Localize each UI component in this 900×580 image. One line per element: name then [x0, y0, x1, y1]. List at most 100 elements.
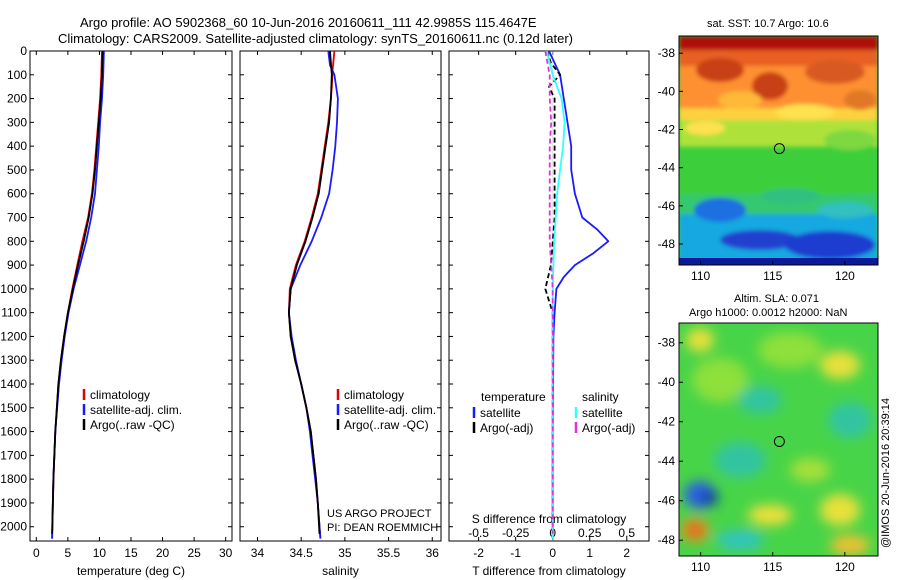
y-tick-label: -40 [658, 375, 676, 389]
y-tick-label: 800 [7, 234, 27, 248]
y-tick-label: -42 [658, 415, 676, 429]
y-tick-label: 400 [7, 139, 27, 153]
x-tick-label: 15 [124, 546, 138, 560]
y-tick-label: 1700 [0, 448, 27, 462]
x-tick-label: 0 [33, 546, 40, 560]
x-tick-label: 25 [187, 546, 201, 560]
legend-title: salinity [582, 390, 619, 404]
y-tick-label: 1600 [0, 425, 27, 439]
y-tick-label: 300 [7, 115, 27, 129]
sla-map-title-1: Altim. SLA: 0.071 [734, 293, 819, 305]
y-tick-label: 700 [7, 211, 27, 225]
series-line [548, 50, 610, 539]
series-line [544, 50, 554, 534]
y-tick-label: -48 [658, 237, 676, 251]
series-line [287, 50, 333, 534]
header-line-2: Climatology: CARS2009. Satellite-adjuste… [58, 31, 573, 46]
y-tick-label: 600 [7, 187, 27, 201]
y-tick-label: -48 [658, 533, 676, 547]
x-tick-label: -2 [473, 546, 484, 560]
differences-frame [448, 50, 650, 542]
x-tick-label: 1 [586, 546, 593, 560]
legend-label: climatology [90, 388, 150, 402]
legend-label: Argo(-adj) [582, 421, 635, 435]
differences-xlabel: T difference from climatology [472, 564, 626, 578]
y-tick-label: 1300 [0, 353, 27, 367]
sla-map-title-2: Argo h1000: 0.0012 h2000: NaN [689, 307, 847, 319]
x-tick-label: 30 [219, 546, 233, 560]
y-tick-label: 1500 [0, 401, 27, 415]
s-diff-label: S difference from climatology [472, 512, 627, 526]
series-line [51, 50, 105, 539]
sst-map-image [679, 36, 878, 265]
x-tick-label: 120 [835, 560, 855, 574]
y-tick-label: -44 [658, 161, 676, 175]
sla-map-axes: 110 115 120 -38 -40 -42 -44 -46 -48 [658, 336, 856, 574]
x-tick-label: 115 [763, 560, 782, 574]
legend-label: satellite [582, 406, 623, 420]
salinity-frame [239, 50, 442, 542]
s-tick-label: -0.5 [468, 526, 489, 540]
y-tick-label: -46 [658, 494, 676, 508]
y-tick-label: 900 [7, 258, 27, 272]
legend-label: satellite-adj. clim. [344, 403, 436, 417]
temperature-panel: 0 5 10 15 20 25 30 temperature (deg C) 0 100 200 30… [0, 44, 232, 578]
x-tick-label: 35.5 [377, 546, 401, 560]
y-tick-label: 500 [7, 163, 27, 177]
s-tick-label: -0.25 [502, 526, 530, 540]
y-tick-label: 1900 [0, 496, 27, 510]
x-tick-label: 34.5 [289, 546, 313, 560]
x-tick-label: 34 [251, 546, 265, 560]
series-line [287, 50, 339, 539]
legend-label: Argo(..raw -QC) [90, 418, 175, 432]
x-tick-label: 2 [623, 546, 630, 560]
sla-map-frame [678, 322, 879, 557]
x-tick-label: 110 [691, 560, 710, 574]
x-tick-label: 35 [338, 546, 352, 560]
header-line-1: Argo profile: AO 5902368_60 10-Jun-2016 … [80, 15, 537, 30]
x-tick-label: 5 [65, 546, 72, 560]
sla-map-image [679, 323, 878, 556]
legend-label: Argo(..raw -QC) [344, 418, 429, 432]
legend-title: temperature [481, 390, 546, 404]
series-line [51, 50, 103, 539]
legend-label: satellite [480, 406, 521, 420]
y-tick-label: -40 [658, 84, 676, 98]
s-tick-label: 0.5 [618, 526, 635, 540]
y-tick-label: 200 [7, 92, 27, 106]
series-line [287, 50, 336, 539]
x-tick-label: 0 [549, 546, 556, 560]
legend-label: Argo(-adj) [480, 421, 533, 435]
y-tick-label: 1000 [0, 282, 27, 296]
sst-map-title: sat. SST: 10.7 Argo: 10.6 [707, 18, 829, 30]
y-tick-label: 1800 [0, 472, 27, 486]
x-tick-label: 36 [426, 546, 440, 560]
y-tick-label: 1100 [1, 306, 27, 320]
difference-panel: -2 -1 0 1 2 T difference from climatology -0.5… [448, 50, 650, 578]
project-line-1: US ARGO PROJECT [327, 508, 432, 520]
legend-label: climatology [344, 388, 404, 402]
y-tick-label: -44 [658, 454, 676, 468]
argo-position-marker [773, 143, 785, 155]
y-tick-label: 2000 [0, 520, 27, 534]
series-line [51, 50, 104, 534]
imos-timestamp: @IMOS 20-Jun-2016 20:39:14 [880, 398, 892, 548]
temperature-xlabel: temperature (deg C) [77, 564, 185, 578]
salinity-xlabel: salinity [322, 564, 359, 578]
temperature-frame [29, 50, 233, 542]
y-tick-label: 1200 [0, 329, 27, 343]
sst-map-frame [678, 35, 879, 266]
x-tick-label: -1 [510, 546, 521, 560]
project-line-2: PI: DEAN ROEMMICH [327, 522, 438, 534]
y-tick-label: -38 [658, 336, 676, 350]
series-line [545, 50, 566, 539]
y-tick-label: 1400 [0, 377, 27, 391]
x-tick-label: 110 [691, 269, 710, 283]
x-tick-label: 115 [763, 269, 782, 283]
salinity-panel: 34 34.5 35 35.5 36 salinity climatologysatelli… [239, 50, 442, 578]
y-tick-label: -42 [658, 123, 676, 137]
argo-position-marker [773, 435, 785, 447]
y-tick-label: -46 [658, 199, 676, 213]
s-tick-label: 0.25 [578, 526, 602, 540]
